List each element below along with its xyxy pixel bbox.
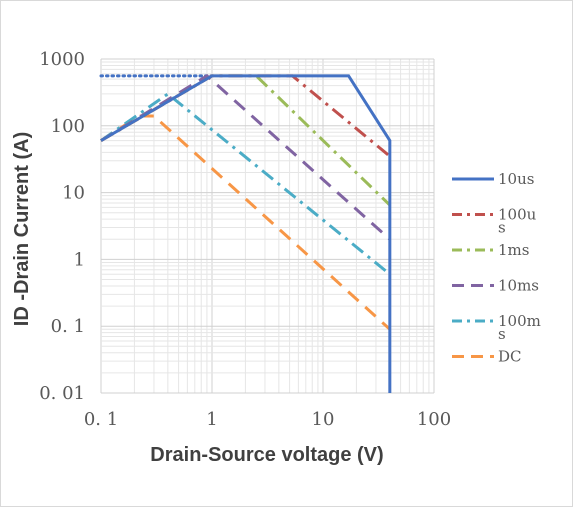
legend: 10us 100u s 1ms 10ms 100m s DC bbox=[452, 170, 541, 366]
y-tick-label: 10 bbox=[62, 183, 85, 204]
y-tick-label: 100 bbox=[51, 116, 85, 137]
y-tick-label: 0. 01 bbox=[39, 383, 85, 404]
x-tick-label: 10 bbox=[312, 409, 335, 430]
y-axis-title: ID -Drain Current (A) bbox=[11, 132, 33, 326]
series-line-10us bbox=[100, 74, 392, 393]
x-tick-label: 100 bbox=[417, 409, 451, 430]
y-axis-ticks: 0. 01 0. 1 1 10 100 1000 bbox=[39, 49, 85, 404]
x-tick-label: 1 bbox=[206, 409, 217, 430]
y-tick-label: 1000 bbox=[39, 49, 85, 70]
legend-label-100ms: 100m s bbox=[498, 312, 541, 343]
x-tick-label: 0. 1 bbox=[84, 409, 118, 430]
legend-label-10us: 10us bbox=[498, 170, 534, 188]
x-axis-title: Drain-Source voltage (V) bbox=[150, 444, 383, 466]
legend-label-1ms: 1ms bbox=[498, 241, 529, 259]
y-tick-label: 0. 1 bbox=[51, 316, 85, 337]
series-lines bbox=[99, 73, 392, 393]
grid bbox=[100, 58, 435, 394]
legend-label-dc: DC bbox=[498, 348, 522, 366]
series-line-10ms bbox=[100, 73, 391, 241]
legend-label-100us: 100u s bbox=[498, 206, 537, 237]
series-line-dc bbox=[100, 114, 391, 331]
y-tick-label: 1 bbox=[74, 249, 85, 270]
legend-label-10ms: 10ms bbox=[498, 277, 539, 295]
series-line-100ms bbox=[100, 92, 391, 276]
x-axis-ticks: 0. 1 1 10 100 bbox=[84, 409, 451, 430]
